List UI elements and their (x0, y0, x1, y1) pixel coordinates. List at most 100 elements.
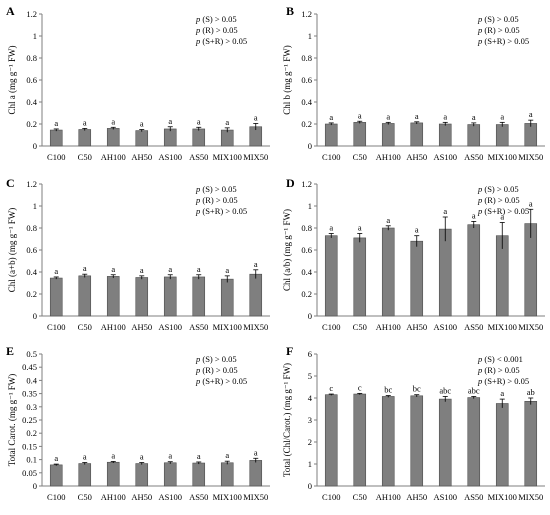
x-tick-label: AS50 (189, 492, 208, 502)
x-tick-label: C50 (353, 322, 367, 332)
x-tick-label: AH50 (406, 152, 427, 162)
y-axis-label: Chl a (mg g⁻¹ FW) (7, 46, 17, 115)
significance-letter: a (529, 198, 533, 208)
x-tick-label: MIX100 (488, 322, 517, 332)
y-tick-label: 2 (308, 437, 312, 447)
y-tick-label: 0.2 (26, 289, 37, 299)
bar (524, 400, 538, 487)
x-tick-label: AH50 (406, 322, 427, 332)
x-tick-label: AH100 (376, 322, 401, 332)
x-tick-label: AS100 (158, 152, 182, 162)
significance-letter: a (225, 450, 229, 460)
y-tick-label: 0.05 (22, 468, 37, 478)
chart-c-svg: 0 0.2 0.4 0.6 0.8 1 1.2 Chl (a+b) (mg g⁻¹ FW) a C… (7, 179, 270, 332)
y-tick-label: 4 (308, 393, 313, 403)
chart-b-svg: 0 0.2 0.4 0.6 0.8 1 1.2 Chl b (mg g⁻¹ FW) a C100 a… (282, 9, 545, 162)
panel-label-f: F (286, 344, 294, 358)
y-axis-label: Chl b (mg g⁻¹ FW) (282, 45, 292, 114)
x-tick-label: AH100 (376, 492, 401, 502)
stat-annotation: p (S+R) > 0.05 (477, 36, 529, 46)
x-tick-label: AH100 (101, 492, 126, 502)
y-tick-label: 0.6 (26, 245, 37, 255)
significance-letter: a (54, 266, 58, 276)
bar (467, 224, 481, 317)
x-tick-label: MIX100 (213, 152, 242, 162)
significance-letter: a (358, 110, 362, 120)
significance-letter: a (386, 215, 390, 225)
bar (410, 395, 424, 487)
x-tick-label: C100 (322, 322, 340, 332)
y-tick-label: 0.1 (26, 455, 37, 465)
bar (324, 235, 338, 317)
y-tick-label: 0.2 (301, 289, 312, 299)
x-tick-label: AS100 (433, 152, 457, 162)
y-tick-label: 0 (308, 481, 312, 491)
y-tick-label: 1 (33, 201, 37, 211)
x-tick-label: C50 (78, 322, 92, 332)
significance-letter: a (415, 111, 419, 121)
bar (438, 123, 452, 147)
y-tick-label: 0.4 (26, 375, 37, 385)
bar (49, 129, 63, 147)
bar (220, 129, 234, 147)
y-tick-label: 0 (308, 141, 312, 151)
x-tick-label: AH100 (376, 152, 401, 162)
bar (381, 396, 395, 487)
x-tick-label: MIX50 (518, 492, 543, 502)
significance-letter: a (83, 263, 87, 273)
panel-label-e: E (6, 344, 15, 358)
significance-letter: a (329, 223, 333, 233)
x-tick-label: AS100 (433, 492, 457, 502)
x-tick-label: AS100 (158, 492, 182, 502)
y-tick-label: 1.2 (26, 9, 37, 19)
bar (438, 398, 452, 487)
y-tick-label: 0.8 (301, 53, 312, 63)
y-axis-label: Total Carot. (mg g⁻¹ FW) (7, 374, 17, 467)
significance-letter: a (500, 111, 504, 121)
x-tick-label: C50 (353, 492, 367, 502)
x-tick-label: MIX50 (518, 322, 543, 332)
panel-label-a: A (6, 4, 15, 18)
stat-annotation: p (S+R) > 0.05 (477, 376, 529, 386)
x-tick-label: AH50 (131, 322, 152, 332)
bar (192, 462, 206, 487)
bar (324, 123, 338, 147)
significance-letter: ab (527, 387, 535, 397)
bar (249, 273, 263, 317)
bar (495, 403, 509, 487)
x-tick-label: AH50 (406, 492, 427, 502)
stat-annotation: p (R) > 0.05 (477, 195, 520, 205)
stat-annotation: p (R) > 0.05 (195, 365, 238, 375)
chart-panel-c: C 0 0.2 0.4 0.6 0.8 1 1.2 Chl (a+b) (mg g⁻¹ FW)… (0, 170, 275, 340)
significance-letter: a (54, 453, 58, 463)
x-tick-label: AS50 (464, 152, 483, 162)
significance-letter: a (254, 259, 258, 269)
significance-letter: a (358, 223, 362, 233)
bar (249, 460, 263, 487)
y-tick-label: 3 (308, 415, 312, 425)
y-tick-label: 0.4 (26, 97, 37, 107)
significance-letter: abc (439, 385, 451, 395)
bar (78, 463, 92, 487)
significance-letter: a (168, 264, 172, 274)
bar (410, 240, 424, 317)
significance-letter: a (472, 210, 476, 220)
x-tick-label: MIX100 (488, 152, 517, 162)
significance-letter: a (329, 112, 333, 122)
x-tick-label: MIX100 (488, 492, 517, 502)
panel-label-d: D (286, 176, 295, 190)
chart-a-svg: 0 0.2 0.4 0.6 0.8 1 1.2 Chl a (mg g⁻¹ FW) a C100 a… (7, 9, 270, 162)
bar (78, 275, 92, 317)
y-tick-label: 0.15 (22, 441, 37, 451)
significance-letter: a (197, 264, 201, 274)
y-tick-label: 0.8 (301, 223, 312, 233)
x-tick-label: C50 (78, 492, 92, 502)
x-tick-label: AS50 (464, 322, 483, 332)
significance-letter: bc (384, 385, 392, 395)
y-tick-label: 0.8 (26, 223, 37, 233)
x-tick-label: C100 (47, 152, 65, 162)
bar (467, 124, 481, 147)
y-axis-label: Chl (a+b) (mg g⁻¹ FW) (7, 208, 17, 293)
significance-letter: a (140, 265, 144, 275)
y-tick-label: 1 (308, 31, 312, 41)
